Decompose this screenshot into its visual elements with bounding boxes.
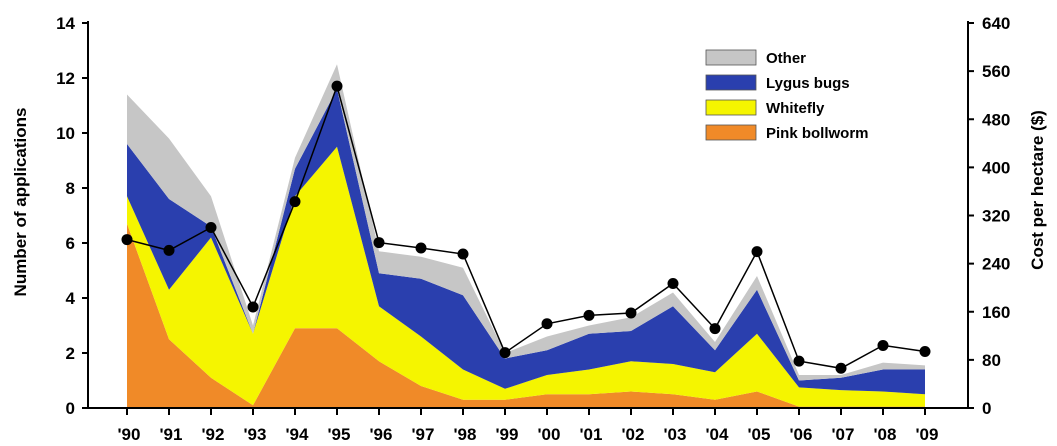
x-tick-label: '02: [622, 425, 645, 444]
y-tick-label-right: 320: [982, 207, 1010, 226]
x-tick-label: '95: [328, 425, 351, 444]
x-tick-label: '90: [118, 425, 141, 444]
y-axis-title-right: Cost per hectare ($): [1028, 110, 1047, 270]
cost-point: [919, 345, 931, 357]
area-whitefly: [127, 146, 925, 407]
y-tick-label-left: 2: [66, 344, 75, 363]
x-tick-label: '91: [160, 425, 183, 444]
cost-point: [835, 362, 847, 374]
cost-point: [205, 222, 217, 234]
legend-label-other: Other: [766, 50, 806, 67]
cost-per-hectare-line-group: [121, 80, 931, 374]
x-tick-label: '09: [916, 425, 939, 444]
x-tick-label: '93: [244, 425, 267, 444]
cost-point: [247, 301, 259, 313]
cost-point: [415, 242, 427, 254]
area-pink-bollworm: [127, 223, 925, 408]
cost-point: [121, 234, 133, 246]
y-tick-label-left: 0: [66, 399, 75, 418]
legend-label-lygus-bugs: Lygus bugs: [766, 75, 850, 92]
cost-point: [877, 339, 889, 351]
cost-point: [751, 246, 763, 258]
legend: Other Lygus bugs Whitefly Pink bollworm: [705, 49, 869, 142]
y-tick-label-left: 6: [66, 234, 75, 253]
x-tick-label: '01: [580, 425, 603, 444]
x-tick-label: '94: [286, 425, 309, 444]
y-axis-title-left: Number of applications: [11, 108, 30, 297]
y-tick-label-left: 10: [56, 124, 75, 143]
x-tick-label: '92: [202, 425, 225, 444]
y-tick-label-left: 8: [66, 179, 75, 198]
y-tick-label-left: 14: [56, 14, 75, 33]
x-tick-label: '98: [454, 425, 477, 444]
legend-label-whitefly: Whitefly: [766, 100, 825, 117]
x-tick-label: '97: [412, 425, 435, 444]
cost-line: [126, 83, 926, 370]
y-tick-label-right: 160: [982, 303, 1010, 322]
axes-group: [82, 21, 974, 415]
cost-point: [373, 237, 385, 249]
x-tick-label: '07: [832, 425, 855, 444]
cost-point: [457, 248, 469, 260]
y-tick-label-right: 640: [982, 14, 1010, 33]
cost-point: [163, 244, 175, 256]
x-tick-label: '99: [496, 425, 519, 444]
x-tick-label: '06: [790, 425, 813, 444]
cost-point: [499, 347, 511, 359]
x-tick-label: '00: [538, 425, 561, 444]
x-tick-label: '96: [370, 425, 393, 444]
cost-point: [331, 80, 343, 92]
x-tick-label: '03: [664, 425, 687, 444]
cost-point: [541, 318, 553, 330]
y-tick-label-right: 0: [982, 399, 991, 418]
legend-swatch-other: [705, 49, 757, 66]
legend-swatch-lygus-bugs: [705, 74, 757, 91]
legend-swatch-whitefly: [705, 99, 757, 116]
cost-point: [289, 196, 301, 208]
y-tick-label-right: 240: [982, 255, 1010, 274]
y-tick-label-left: 12: [56, 69, 75, 88]
y-tick-label-right: 480: [982, 110, 1010, 129]
legend-label-pink-bollworm: Pink bollworm: [766, 125, 869, 142]
tick-labels-group: 0 2 4 6 8 10 12 14 0 80 160 240 320 400 480 560 640 '90 '9…: [56, 14, 1010, 444]
legend-swatch-pink-bollworm: [705, 124, 757, 141]
y-tick-label-right: 80: [982, 351, 1001, 370]
cost-point: [625, 307, 637, 319]
cost-point: [583, 309, 595, 321]
y-tick-label-left: 4: [66, 289, 76, 308]
x-tick-label: '05: [748, 425, 771, 444]
y-tick-label-right: 560: [982, 62, 1010, 81]
y-tick-label-right: 400: [982, 158, 1010, 177]
x-tick-label: '04: [706, 425, 729, 444]
cost-point: [667, 277, 679, 289]
cost-point: [709, 323, 721, 335]
x-tick-label: '08: [874, 425, 897, 444]
area-series-group: [127, 64, 925, 408]
cost-point: [793, 355, 805, 367]
